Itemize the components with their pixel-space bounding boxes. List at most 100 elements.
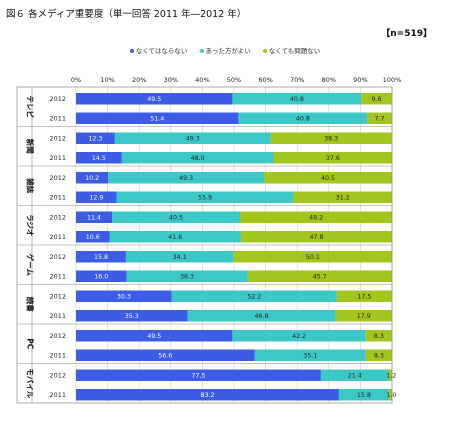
data-label: 10.6 [86,234,100,241]
bar-segment-need [76,270,127,282]
data-label: 49.5 [147,333,161,340]
x-tick-label: 100% [383,76,402,84]
legend-item-better: あった方がよい [199,45,251,55]
bar-segment-better [232,93,362,105]
bar-segment-better [125,251,234,263]
legend-dot-better [199,49,204,53]
data-label: 55.9 [198,195,212,202]
legend-dot-ok [262,49,267,53]
data-label: 77.5 [191,373,205,380]
bar-segment-ok [293,191,392,203]
data-label: 1.2 [386,373,396,380]
year-label: 2011 [49,194,66,202]
data-label: 40.8 [296,116,310,123]
x-tick-label: 80% [322,76,336,84]
data-label: 34.1 [173,254,187,261]
bar-segment-need [76,112,239,124]
data-label: 1.0 [386,392,396,399]
data-label: 15.8 [357,392,371,399]
year-label: 2012 [49,293,66,301]
bar-segment-ok [365,349,392,361]
bar-segment-ok [365,330,392,342]
bar-segment-ok [388,389,392,401]
data-label: 50.1 [306,254,320,261]
bar-segment-ok [264,172,392,184]
year-label: 2011 [49,273,66,281]
bar-segment-need [76,132,115,144]
category-label: ラジオ [26,214,35,236]
bar-segment-ok [336,290,392,302]
year-label: 2012 [49,174,66,182]
data-label: 31.2 [336,195,350,202]
category-label: テレビ [26,96,36,119]
year-label: 2011 [49,154,66,162]
data-label: 52.2 [247,294,261,301]
data-label: 83.2 [200,392,214,399]
legend-item-need: なくてはならない [129,45,188,55]
bar-segment-better [114,132,271,144]
data-label: 8.3 [374,353,384,360]
bar-segment-better [109,231,241,243]
category-label: 雑誌 [26,177,36,193]
data-label: 11.4 [87,215,101,222]
data-label: 17.5 [357,294,371,301]
data-label: 35.3 [125,313,139,320]
data-label: 12.3 [88,136,102,143]
year-label: 2012 [49,372,66,380]
bar-segment-better [126,270,248,282]
year-label: 2011 [49,115,66,123]
sample-size-label: 【n=519】 [381,29,432,39]
year-label: 2011 [49,391,66,399]
x-tick-label: 70% [290,76,304,84]
legend-item-ok: なくても問題ない [262,45,320,55]
x-tick-label: 90% [353,76,367,84]
bar-segment-better [254,349,366,361]
data-label: 47.8 [309,234,323,241]
data-label: 14.5 [92,155,106,162]
data-label: 38.3 [324,136,338,143]
data-label: 16.0 [94,274,108,281]
x-tick-label: 10% [100,76,114,84]
legend-dot-need [129,49,134,53]
bar-segment-ok [233,251,392,263]
year-label: 2011 [49,352,66,360]
bar-segment-ok [361,93,392,105]
bar-segment-need [76,191,117,203]
data-label: 12.9 [89,195,103,202]
bar-segment-better [171,290,337,302]
bar-segment-need [76,330,233,342]
bar-segment-need [76,310,188,322]
legend: なくてはならない あった方がよい なくても問題ない [0,45,450,55]
data-label: 48.2 [309,215,323,222]
category-label: モバイル [26,368,35,398]
bar-segment-ok [240,211,393,223]
bar-segment-better [338,389,389,401]
x-tick-label: 60% [258,76,272,84]
bar-segment-better [116,191,294,203]
data-label: 49.5 [147,96,161,103]
x-tick-label: 20% [132,76,146,84]
bar-segment-ok [247,270,392,282]
data-label: 45.7 [313,274,327,281]
plot-frame [16,86,393,404]
data-label: 8.3 [374,333,384,340]
year-label: 2012 [49,214,66,222]
data-label: 56.6 [158,353,172,360]
bar-segment-ok [335,310,392,322]
year-label: 2011 [49,312,66,320]
data-label: 42.2 [292,333,306,340]
data-label: 49.3 [179,175,193,182]
bar-segment-better [232,330,366,342]
bar-segment-better [238,112,368,124]
data-label: 21.4 [348,373,362,380]
bar-segment-better [320,369,389,381]
bar-segment-better [108,172,265,184]
bar-segment-ok [273,152,393,164]
data-label: 46.8 [254,313,268,320]
bar-segment-better [112,211,241,223]
bar-segment-ok [367,112,392,124]
legend-label-need: なくてはならない [135,47,188,55]
legend-label-better: あった方がよい [205,47,251,55]
data-label: 38.3 [180,274,194,281]
